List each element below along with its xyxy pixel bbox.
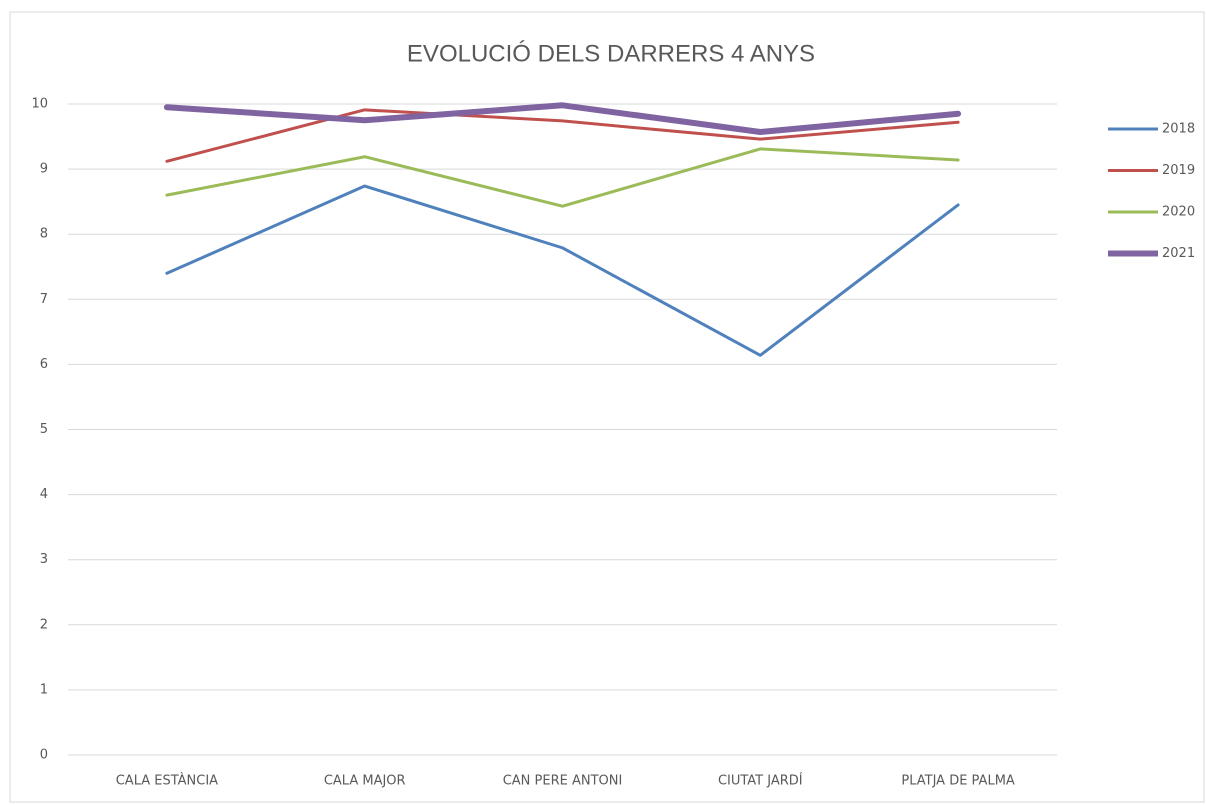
y-tick-label: 0 xyxy=(40,748,48,763)
y-tick-label: 8 xyxy=(40,227,48,242)
series-line xyxy=(165,108,960,163)
x-tick-label: CALA ESTÀNCIA xyxy=(116,773,218,789)
series-line xyxy=(163,102,962,135)
series-line xyxy=(165,147,960,208)
y-tick-label: 9 xyxy=(40,162,48,177)
y-tick-label: 5 xyxy=(40,422,48,437)
y-tick-label: 7 xyxy=(40,292,48,307)
chart-frame xyxy=(9,11,1205,803)
series-line xyxy=(165,184,960,357)
x-tick-label: CIUTAT JARDÍ xyxy=(718,773,803,789)
y-tick-label: 2 xyxy=(40,617,48,632)
legend-label: 2018 xyxy=(1162,122,1195,137)
x-tick-label: PLATJA DE PALMA xyxy=(901,774,1015,789)
y-tick-label: 4 xyxy=(40,487,48,502)
legend-label: 2020 xyxy=(1162,205,1195,220)
x-tick-label: CALA MAJOR xyxy=(324,774,406,789)
x-tick-label: CAN PERE ANTONI xyxy=(503,774,623,789)
y-tick-label: 1 xyxy=(40,682,48,697)
y-tick-label: 3 xyxy=(40,552,48,567)
legend-label: 2019 xyxy=(1162,163,1195,178)
legend-label: 2021 xyxy=(1162,246,1195,261)
y-tick-label: 10 xyxy=(31,97,48,112)
y-tick-label: 6 xyxy=(40,357,48,372)
chart-title: EVOLUCIÓ DELS DARRERS 4 ANYS xyxy=(407,40,815,67)
